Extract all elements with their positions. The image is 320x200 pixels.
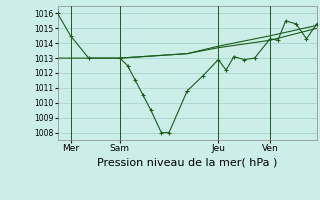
X-axis label: Pression niveau de la mer( hPa ): Pression niveau de la mer( hPa ): [97, 157, 277, 167]
